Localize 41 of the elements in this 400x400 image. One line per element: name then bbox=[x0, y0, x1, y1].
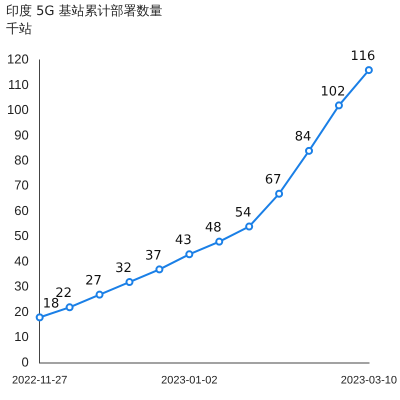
y-tick-label: 30 bbox=[14, 278, 29, 294]
point bbox=[185, 250, 194, 258]
data-label: 32 bbox=[115, 260, 132, 276]
y-tick-label: 80 bbox=[14, 152, 29, 168]
point bbox=[275, 190, 284, 198]
y-tick-label: 90 bbox=[14, 127, 29, 142]
x-tick-label: 2022-11-27 bbox=[12, 374, 68, 386]
data-label: 116 bbox=[350, 48, 376, 64]
y-tick-label: 50 bbox=[14, 228, 29, 244]
data-label: 43 bbox=[175, 233, 192, 248]
point bbox=[155, 265, 164, 274]
chart-title: 印度 5G 基站累计部署数量 bbox=[5, 3, 164, 20]
y-tick-label: 110 bbox=[8, 76, 29, 92]
y-tick-label: 120 bbox=[6, 52, 29, 67]
point bbox=[36, 313, 44, 322]
data-label: 48 bbox=[204, 220, 222, 236]
point bbox=[245, 222, 254, 231]
x-tick-label: 2023-01-02 bbox=[161, 374, 218, 386]
y-tick-label: 60 bbox=[14, 202, 29, 218]
data-label: 37 bbox=[145, 248, 162, 264]
y-tick-label: 0 bbox=[21, 354, 29, 370]
y-tick-label: 20 bbox=[14, 304, 29, 319]
y-tick-label: 100 bbox=[6, 102, 29, 118]
point bbox=[364, 66, 373, 74]
data-label: 54 bbox=[234, 205, 252, 220]
point bbox=[66, 303, 74, 312]
data-label: 67 bbox=[264, 172, 282, 188]
x-tick-label: 2023-03-10 bbox=[340, 374, 398, 386]
point bbox=[305, 146, 314, 155]
y-tick-label: 70 bbox=[14, 178, 29, 193]
point bbox=[125, 278, 134, 286]
data-label: 102 bbox=[320, 84, 346, 100]
data-label: 84 bbox=[294, 130, 312, 145]
y-tick-label: 40 bbox=[14, 253, 29, 268]
data-label: 27 bbox=[85, 274, 102, 289]
y-axis-title: 千站 bbox=[5, 21, 33, 38]
point bbox=[215, 238, 224, 246]
point bbox=[96, 290, 104, 299]
data-label: 18 bbox=[42, 296, 60, 312]
point bbox=[334, 101, 343, 110]
y-tick-label: 10 bbox=[14, 329, 29, 344]
